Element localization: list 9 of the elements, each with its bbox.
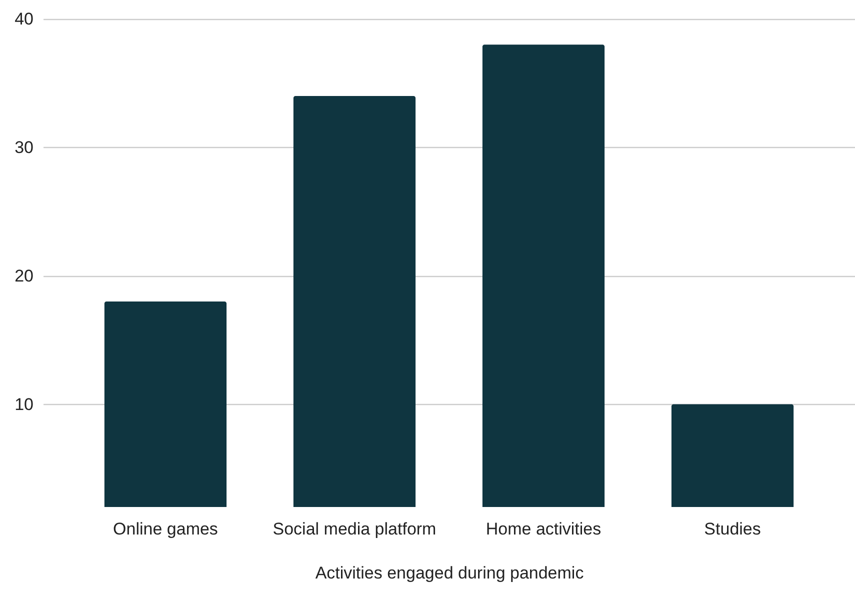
x-tick-label: Social media platform bbox=[272, 520, 436, 538]
y-tick-label: 20 bbox=[14, 266, 34, 286]
x-tick-label: Online games bbox=[113, 520, 218, 538]
x-tick-label: Home activities bbox=[486, 520, 602, 538]
x-tick-label: Studies bbox=[704, 520, 761, 538]
x-axis-title: Activities engaged during pandemic bbox=[315, 564, 584, 582]
y-tick-label: 10 bbox=[14, 394, 34, 414]
y-tick-label: 30 bbox=[14, 138, 34, 157]
y-tick-label: 40 bbox=[14, 10, 34, 28]
